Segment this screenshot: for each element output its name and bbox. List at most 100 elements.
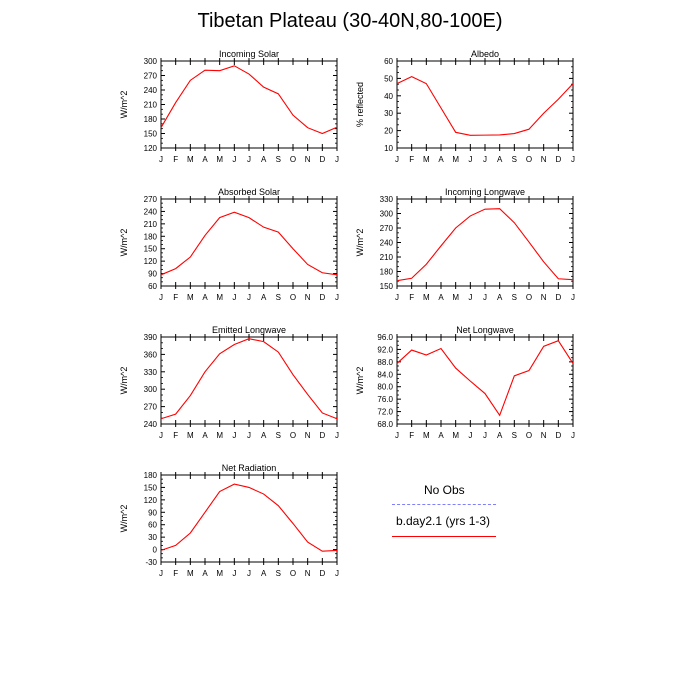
month-label-4: J <box>483 293 487 302</box>
y-tick-label-1: 150 <box>144 130 158 139</box>
month-label-5: O <box>290 431 296 440</box>
y-tick-label-5: 390 <box>144 333 158 342</box>
month-label-7: J <box>335 569 339 578</box>
y-tick-label-7: 180 <box>144 471 158 480</box>
y-tick-label-1: 210 <box>144 101 158 110</box>
month-label-4: M <box>423 293 430 302</box>
y-tick-label-2: 10 <box>384 144 393 153</box>
month-label-4: J <box>571 293 575 302</box>
y-tick-label-3: 90 <box>148 270 157 279</box>
y-tick-label-6: 80.0 <box>377 383 393 392</box>
month-label-1: M <box>216 155 223 164</box>
y-tick-label-3: 150 <box>144 245 158 254</box>
y-tick-label-4: 180 <box>380 268 394 277</box>
panel-title-6: Net Longwave <box>456 325 514 335</box>
month-label-4: O <box>526 293 532 302</box>
month-label-2: J <box>395 155 399 164</box>
month-label-2: J <box>483 155 487 164</box>
y-tick-label-4: 210 <box>380 253 394 262</box>
month-label-1: O <box>290 155 296 164</box>
y-tick-label-7: 60 <box>148 521 157 530</box>
series-line-3-1 <box>160 211 338 276</box>
month-label-6: M <box>423 431 430 440</box>
y-tick-label-4: 150 <box>380 282 394 291</box>
y-tick-label-2: 50 <box>384 74 393 83</box>
month-label-3: J <box>232 293 236 302</box>
month-label-1: A <box>261 155 267 164</box>
month-label-6: F <box>409 431 414 440</box>
y-axis-label-6: W/m^2 <box>355 367 365 395</box>
y-tick-label-6: 68.0 <box>377 420 393 429</box>
legend-obs-label: No Obs <box>424 483 465 497</box>
month-label-4: D <box>555 293 561 302</box>
series-line-5-1 <box>160 338 338 420</box>
y-axis-label-3: W/m^2 <box>119 229 129 257</box>
y-tick-label-1: 300 <box>144 57 158 66</box>
y-tick-label-1: 120 <box>144 144 158 153</box>
month-label-6: A <box>438 431 444 440</box>
y-tick-label-5: 330 <box>144 368 158 377</box>
month-label-2: D <box>555 155 561 164</box>
plot-frame-3 <box>160 198 338 287</box>
month-label-6: J <box>395 431 399 440</box>
month-label-2: A <box>497 155 503 164</box>
month-label-3: M <box>187 293 194 302</box>
month-label-3: J <box>159 293 163 302</box>
month-label-5: D <box>319 431 325 440</box>
month-label-1: M <box>187 155 194 164</box>
month-label-5: J <box>232 431 236 440</box>
month-label-2: A <box>438 155 444 164</box>
y-tick-label-4: 240 <box>380 239 394 248</box>
plot-frame-5 <box>160 336 338 425</box>
legend-obs-line <box>392 504 496 505</box>
y-tick-label-6: 72.0 <box>377 408 393 417</box>
month-label-6: J <box>571 431 575 440</box>
month-label-3: J <box>247 293 251 302</box>
y-tick-label-2: 60 <box>384 57 393 66</box>
month-label-4: M <box>452 293 459 302</box>
month-label-2: M <box>452 155 459 164</box>
month-label-7: J <box>159 569 163 578</box>
month-label-5: F <box>173 431 178 440</box>
y-tick-label-5: 300 <box>144 385 158 394</box>
month-label-6: M <box>452 431 459 440</box>
y-tick-label-6: 92.0 <box>377 345 393 354</box>
y-tick-label-3: 60 <box>148 282 157 291</box>
y-tick-label-4: 300 <box>380 210 394 219</box>
y-tick-label-1: 180 <box>144 115 158 124</box>
month-label-1: J <box>159 155 163 164</box>
month-label-5: A <box>202 431 208 440</box>
month-label-6: O <box>526 431 532 440</box>
y-tick-label-2: 40 <box>384 92 393 101</box>
panel-title-4: Incoming Longwave <box>445 187 525 197</box>
y-tick-label-6: 84.0 <box>377 370 393 379</box>
legend: No Obs b.day2.1 (yrs 1-3) <box>392 480 502 540</box>
plot-frame-6 <box>396 336 574 425</box>
month-label-1: F <box>173 155 178 164</box>
month-label-3: N <box>305 293 311 302</box>
month-label-3: F <box>173 293 178 302</box>
month-label-3: J <box>335 293 339 302</box>
y-tick-label-7: 90 <box>148 508 157 517</box>
y-tick-label-3: 240 <box>144 207 158 216</box>
y-tick-label-5: 270 <box>144 403 158 412</box>
month-label-2: M <box>423 155 430 164</box>
y-tick-label-5: 240 <box>144 420 158 429</box>
month-label-3: A <box>202 293 208 302</box>
month-label-4: J <box>468 293 472 302</box>
month-label-5: M <box>187 431 194 440</box>
month-label-7: O <box>290 569 296 578</box>
month-label-5: S <box>276 431 281 440</box>
series-line-7-1 <box>160 483 338 552</box>
y-tick-label-5: 360 <box>144 350 158 359</box>
month-label-4: S <box>512 293 517 302</box>
month-label-3: D <box>319 293 325 302</box>
month-label-7: D <box>319 569 325 578</box>
month-label-5: A <box>261 431 267 440</box>
month-label-7: J <box>232 569 236 578</box>
month-label-7: A <box>202 569 208 578</box>
panel-title-1: Incoming Solar <box>219 49 279 59</box>
month-label-4: F <box>409 293 414 302</box>
month-label-4: A <box>438 293 444 302</box>
